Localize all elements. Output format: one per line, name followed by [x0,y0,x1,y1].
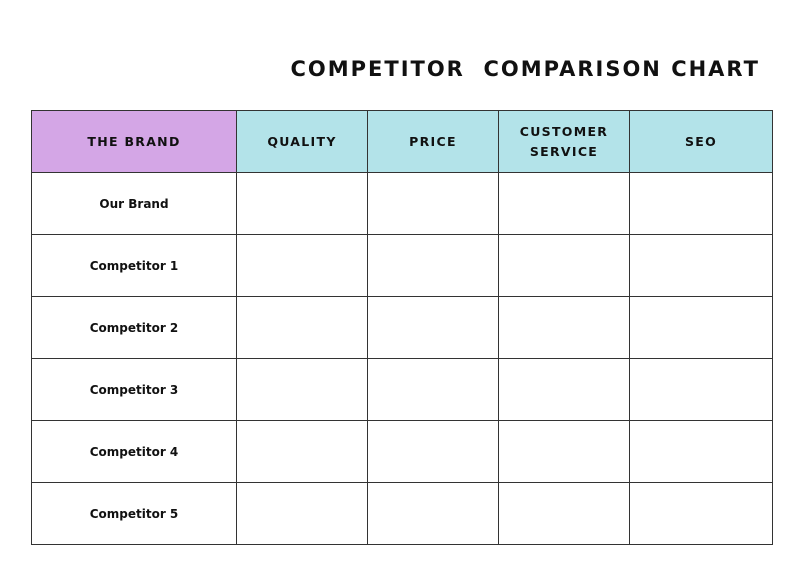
header-quality: QUALITY [236,110,368,173]
seo-cell[interactable] [629,420,773,483]
brand-name-cell: Competitor 3 [31,358,237,421]
table-row: Our Brand [31,172,773,235]
price-cell[interactable] [367,234,499,297]
quality-cell[interactable] [236,172,368,235]
customer-service-cell[interactable] [498,172,630,235]
price-cell[interactable] [367,296,499,359]
page-title: COMPETITOR COMPARISON CHART [290,57,760,81]
table-row: Competitor 5 [31,482,773,545]
price-cell[interactable] [367,358,499,421]
customer-service-cell[interactable] [498,234,630,297]
customer-service-cell[interactable] [498,482,630,545]
quality-cell[interactable] [236,296,368,359]
header-price: PRICE [367,110,499,173]
seo-cell[interactable] [629,172,773,235]
price-cell[interactable] [367,420,499,483]
price-cell[interactable] [367,482,499,545]
header-the-brand: THE BRAND [31,110,237,173]
quality-cell[interactable] [236,234,368,297]
price-cell[interactable] [367,172,499,235]
quality-cell[interactable] [236,420,368,483]
brand-name-cell: Competitor 5 [31,482,237,545]
header-seo: SEO [629,110,773,173]
brand-name-cell: Competitor 4 [31,420,237,483]
customer-service-cell[interactable] [498,296,630,359]
table-header-row: THE BRAND QUALITY PRICE CUSTOMER SERVICE… [31,110,773,173]
customer-service-cell[interactable] [498,420,630,483]
table-row: Competitor 3 [31,358,773,421]
seo-cell[interactable] [629,358,773,421]
quality-cell[interactable] [236,358,368,421]
customer-service-cell[interactable] [498,358,630,421]
seo-cell[interactable] [629,234,773,297]
brand-name-cell: Our Brand [31,172,237,235]
seo-cell[interactable] [629,482,773,545]
seo-cell[interactable] [629,296,773,359]
table-row: Competitor 4 [31,420,773,483]
quality-cell[interactable] [236,482,368,545]
brand-name-cell: Competitor 1 [31,234,237,297]
comparison-table: THE BRAND QUALITY PRICE CUSTOMER SERVICE… [31,110,773,545]
brand-name-cell: Competitor 2 [31,296,237,359]
table-row: Competitor 2 [31,296,773,359]
table-row: Competitor 1 [31,234,773,297]
header-customer-service: CUSTOMER SERVICE [498,110,630,173]
